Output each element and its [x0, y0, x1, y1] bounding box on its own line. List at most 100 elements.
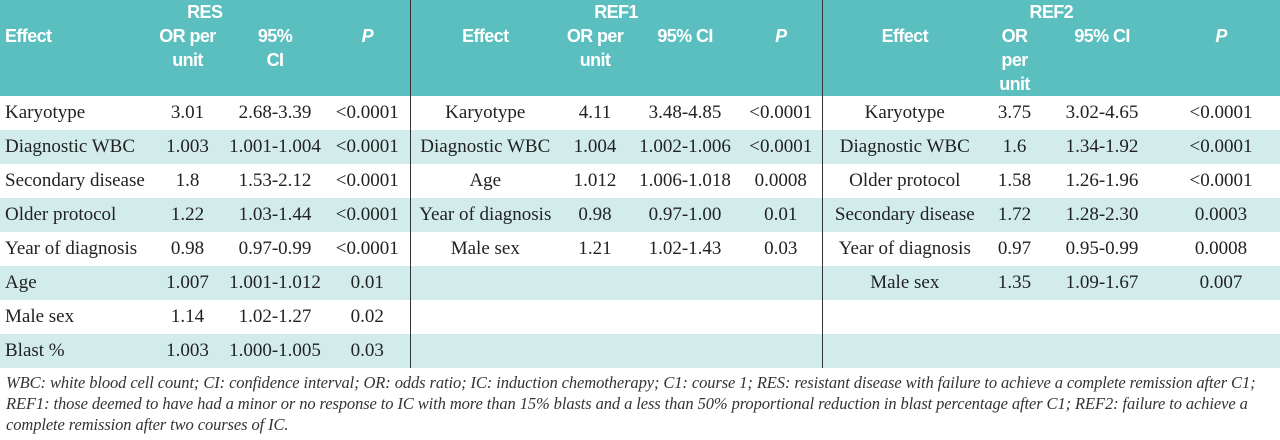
cell: <0.0001 [335, 170, 399, 191]
cell: Older protocol [0, 198, 150, 232]
column-header: 95% CI [1042, 24, 1163, 96]
cell [560, 266, 631, 300]
cell [987, 300, 1042, 334]
body-row: Karyotype 3.01 2.68-3.39 <0.0001 Karyotype 4.… [0, 96, 1280, 130]
cell: <0.0001 [749, 102, 813, 123]
cell: 3.01 [170, 102, 205, 123]
cell: 1.001-1.012 [225, 266, 325, 300]
cell: Secondary disease [5, 170, 145, 191]
cell: 1.02-1.27 [238, 306, 312, 327]
column-header: Effect [0, 24, 150, 96]
cell: 1.8 [175, 170, 200, 191]
cell: 1.004 [560, 130, 631, 164]
cell: 0.0008 [754, 170, 807, 191]
cell: Year of diagnosis [821, 232, 988, 266]
cell: 0.03 [764, 238, 798, 259]
cell: 1.09-1.67 [1042, 266, 1163, 300]
cell: 0.97 [997, 238, 1032, 259]
cell: 1.58 [997, 170, 1032, 191]
cell: Diagnostic WBC [409, 130, 561, 164]
cell: 1.012 [573, 170, 617, 191]
cell: 1.26-1.96 [1065, 170, 1139, 191]
cell [630, 300, 740, 334]
cell: Diagnostic WBC [0, 130, 150, 164]
cell: Year of diagnosis [409, 198, 561, 232]
cell: 1.003 [150, 130, 225, 164]
body-row: Male sex 1.14 1.02-1.27 0.02 [0, 300, 1280, 334]
cell: Diagnostic WBC [821, 130, 988, 164]
cell: 1.34-1.92 [1042, 130, 1163, 164]
column-header-text: Effect [881, 26, 929, 46]
column-header: P [740, 24, 823, 96]
cell: 3.02-4.65 [1065, 102, 1139, 123]
cell [1162, 334, 1280, 368]
column-header-text: Effect [462, 26, 509, 46]
column-header: Effect [821, 24, 988, 96]
cell: 1.007 [150, 266, 225, 300]
body-row: Secondary disease 1.8 1.53-2.12 <0.0001 Age 1… [0, 164, 1280, 198]
cell [821, 334, 988, 368]
column-header-text: OR per unit [159, 26, 216, 70]
column-header-text: 95% CI [1074, 26, 1130, 46]
cell: <0.0001 [335, 238, 399, 259]
cell [1042, 300, 1162, 334]
cell: 1.000-1.005 [225, 334, 325, 368]
cell: 0.98 [170, 238, 205, 259]
column-header: 95% CI [630, 24, 741, 96]
column-header: OR per unit [987, 24, 1043, 96]
column-header-text: P [361, 26, 374, 46]
cell: Male sex [5, 306, 75, 327]
cell: Karyotype [409, 96, 561, 130]
cell: <0.0001 [1189, 102, 1253, 123]
cell: 0.97-0.99 [238, 238, 312, 259]
cell: <0.0001 [1189, 170, 1253, 191]
column-header: OR per unit [560, 24, 631, 96]
group-name: REF1 [409, 0, 823, 24]
column-header: Effect [409, 24, 561, 96]
cell [987, 334, 1043, 368]
cell: 3.48-4.85 [648, 102, 722, 123]
cell: 0.95-0.99 [1065, 238, 1139, 259]
cell: <0.0001 [1162, 130, 1280, 164]
cell: 1.002-1.006 [630, 130, 741, 164]
cell: 0.0003 [1162, 198, 1280, 232]
cell: Karyotype [5, 102, 86, 123]
column-header: P [325, 24, 411, 96]
cell: <0.0001 [335, 102, 399, 123]
body-row: Older protocol 1.22 1.03-1.44 <0.0001 Year o… [0, 198, 1280, 232]
cell: 0.01 [325, 266, 411, 300]
cell: 3.75 [997, 102, 1032, 123]
cell: 0.97-1.00 [630, 198, 741, 232]
cell: <0.0001 [325, 130, 411, 164]
cell: 1.72 [987, 198, 1043, 232]
cell: <0.0001 [740, 130, 823, 164]
cell [740, 334, 823, 368]
cell: Karyotype [821, 96, 988, 130]
cell: Age [0, 266, 150, 300]
cell: Male sex [821, 266, 988, 300]
cell: 0.02 [350, 306, 384, 327]
cell [630, 266, 741, 300]
cell: Blast % [0, 334, 150, 368]
group-name: RES [0, 0, 411, 24]
cell [821, 300, 988, 334]
cell [409, 334, 561, 368]
cell: Year of diagnosis [5, 238, 138, 259]
column-header: P [1162, 24, 1280, 96]
cell: 1.22 [150, 198, 225, 232]
cell: <0.0001 [325, 198, 411, 232]
cell: Age [409, 164, 561, 198]
cell: 1.6 [987, 130, 1043, 164]
cell: 1.28-2.30 [1042, 198, 1163, 232]
column-header-text: P [775, 26, 787, 46]
column-header-text: OR per unit [999, 26, 1030, 94]
column-header-text: P [1215, 26, 1227, 46]
cell [560, 300, 630, 334]
cell: 1.001-1.004 [225, 130, 325, 164]
column-header-text: Effect [5, 26, 52, 46]
cell: 0.98 [560, 198, 631, 232]
column-header-text: OR per unit [566, 26, 624, 70]
cell: 1.003 [150, 334, 225, 368]
cell: 0.01 [740, 198, 823, 232]
